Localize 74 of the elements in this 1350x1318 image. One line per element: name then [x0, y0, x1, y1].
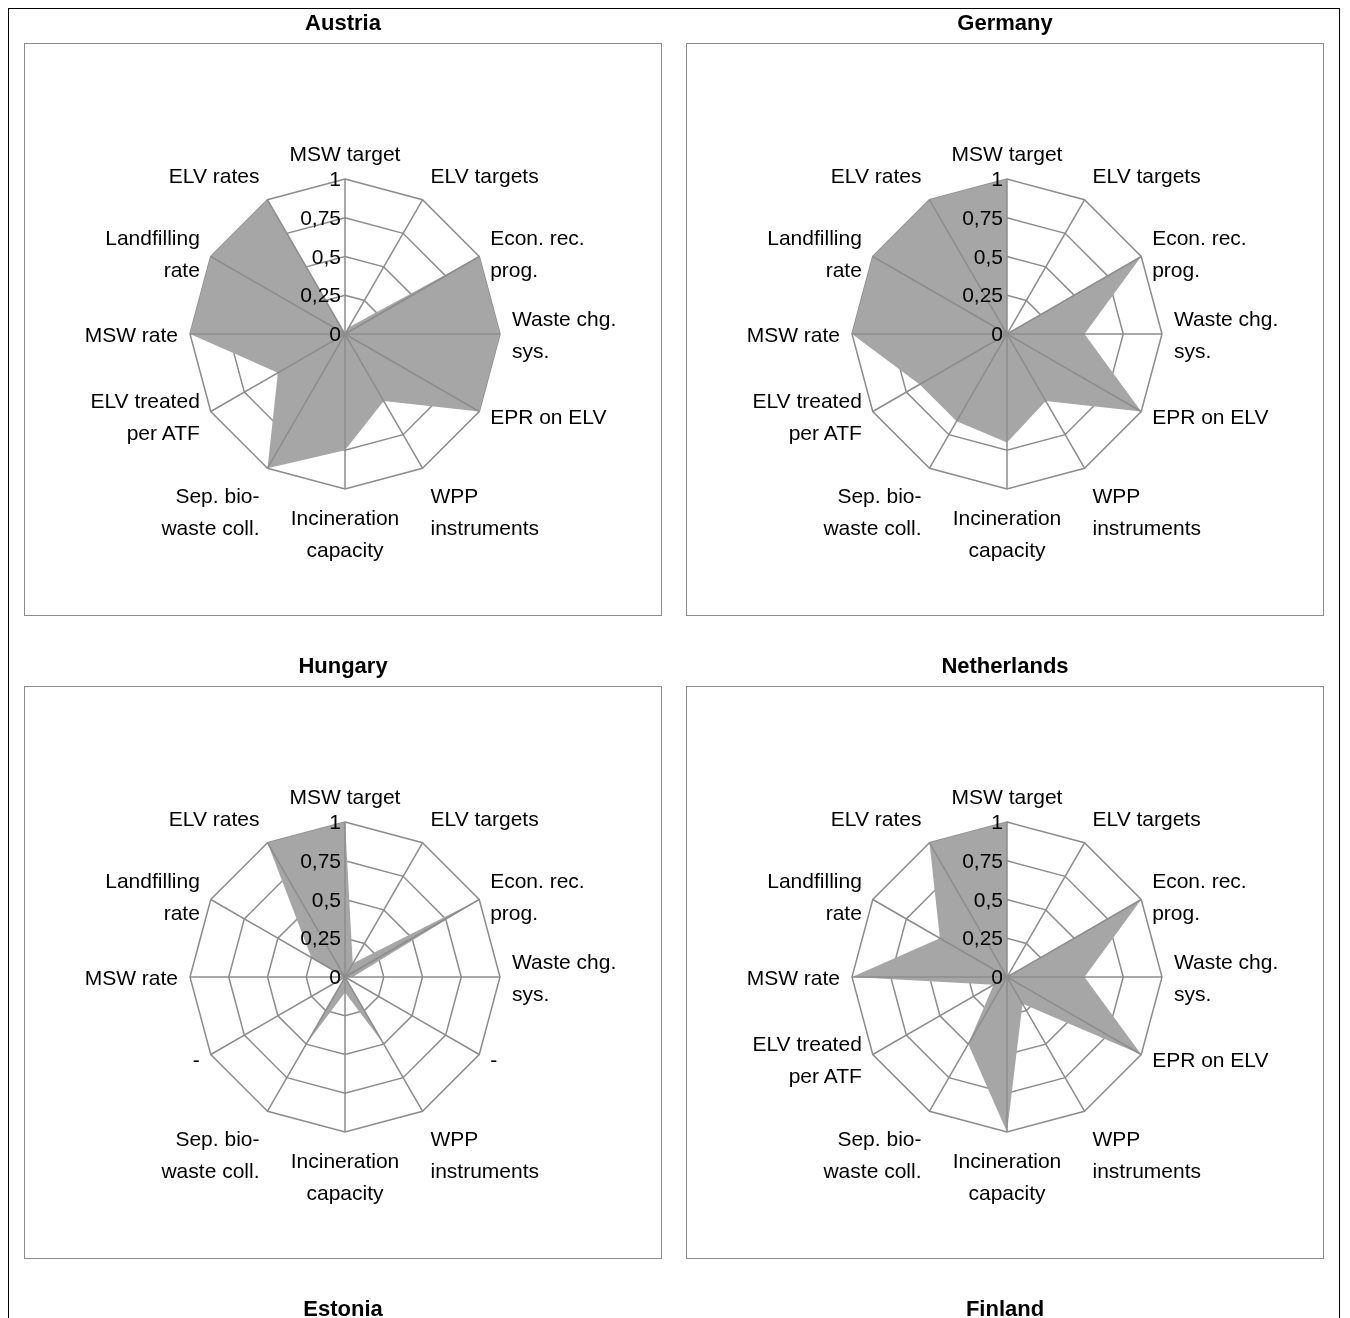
chart-title: Netherlands [941, 652, 1069, 680]
spoke-label: - [490, 1047, 498, 1071]
chart-title: Austria [305, 9, 381, 37]
y-tick-label: 0 [329, 965, 341, 988]
y-tick-label: 0,75 [300, 848, 341, 872]
spoke-label: MSW rate [84, 966, 178, 989]
spoke-label: Econ. rec. prog. [490, 868, 585, 924]
spoke-label: EPR on ELV [1152, 1047, 1269, 1071]
spoke-label: ELV targets [1092, 806, 1201, 830]
spoke-label: Waste chg. sys. [512, 307, 617, 362]
spoke-label: Waste chg. sys. [1174, 307, 1279, 362]
spoke-label: - [192, 1047, 200, 1071]
spoke-label: Sep. bio-waste coll. [160, 484, 260, 540]
spoke-label: WPP instruments [430, 1127, 540, 1183]
y-tick-label: 0 [991, 322, 1003, 345]
y-tick-label: 0,25 [300, 283, 341, 307]
spoke-label: MSW target [289, 142, 401, 165]
spoke-label: Landfilling rate [105, 868, 200, 924]
text: Estonia [303, 1295, 383, 1318]
y-tick-label: 0,25 [300, 926, 341, 950]
spoke-label: MSW rate [746, 966, 840, 989]
spoke-label: ELV rates [830, 806, 922, 830]
spoke-label: Sep. bio-waste coll. [822, 1127, 922, 1183]
y-tick-label: 0,5 [311, 887, 341, 911]
y-tick-label: 1 [991, 167, 1003, 190]
y-tick-label: 0,5 [973, 887, 1003, 911]
spoke-label: Waste chg. sys. [512, 950, 617, 1005]
spoke-label: Incineration capacity [290, 506, 400, 561]
spoke-label: Sep. bio-waste coll. [822, 484, 922, 540]
y-tick-label: 0,25 [962, 283, 1003, 307]
spoke-label: MSW target [951, 142, 1063, 165]
y-tick-label: 0,75 [300, 205, 341, 229]
spoke-label: Landfilling rate [767, 868, 862, 924]
text: Finland [965, 1295, 1045, 1318]
spoke-label: Incineration capacity [952, 506, 1062, 561]
y-tick-label: 0 [329, 322, 341, 345]
y-tick-label: 0,25 [962, 926, 1003, 950]
spoke-label: MSW rate [746, 323, 840, 346]
spoke-label: WPP instruments [1092, 1127, 1202, 1183]
y-tick-label: 0,5 [311, 244, 341, 268]
spoke-label: Incineration capacity [952, 1149, 1062, 1204]
spoke-label: ELV targets [430, 806, 539, 830]
chart-title: Hungary [298, 652, 388, 680]
spoke-label: MSW rate [84, 323, 178, 346]
spoke-label: ELV rates [168, 806, 260, 830]
spoke-label: ELV treated per ATF [90, 388, 200, 444]
spoke-label: WPP instruments [1092, 484, 1202, 540]
spoke-label: Incineration capacity [290, 1149, 400, 1204]
spoke-label: ELV rates [830, 163, 922, 187]
spoke-label: EPR on ELV [490, 404, 607, 428]
y-tick-label: 0,5 [973, 244, 1003, 268]
spoke-label: Econ. rec. prog. [1152, 225, 1247, 281]
spoke-label: MSW target [289, 785, 401, 808]
y-tick-label: 0,75 [962, 205, 1003, 229]
y-tick-label: 0,75 [962, 848, 1003, 872]
y-tick-label: 1 [329, 167, 341, 190]
spoke-label: Econ. rec. prog. [1152, 868, 1247, 924]
spoke-label: ELV treated per ATF [752, 388, 862, 444]
y-tick-label: 1 [991, 810, 1003, 833]
spoke-label: EPR on ELV [1152, 404, 1269, 428]
y-tick-label: 1 [329, 810, 341, 833]
spoke-label: Econ. rec. prog. [490, 225, 585, 281]
spoke-label: ELV targets [430, 163, 539, 187]
spoke-label: Landfilling rate [767, 225, 862, 281]
spoke-label: ELV treated per ATF [752, 1031, 862, 1087]
y-tick-label: 0 [991, 965, 1003, 988]
spoke-label: WPP instruments [430, 484, 540, 540]
spoke-label: Landfilling rate [105, 225, 200, 281]
spoke-label: Waste chg. sys. [1174, 950, 1279, 1005]
spoke-label: Sep. bio-waste coll. [160, 1127, 260, 1183]
spoke-label: ELV rates [168, 163, 260, 187]
spoke-label: MSW target [951, 785, 1063, 808]
chart-title: Germany [957, 9, 1053, 37]
spoke-label: ELV targets [1092, 163, 1201, 187]
